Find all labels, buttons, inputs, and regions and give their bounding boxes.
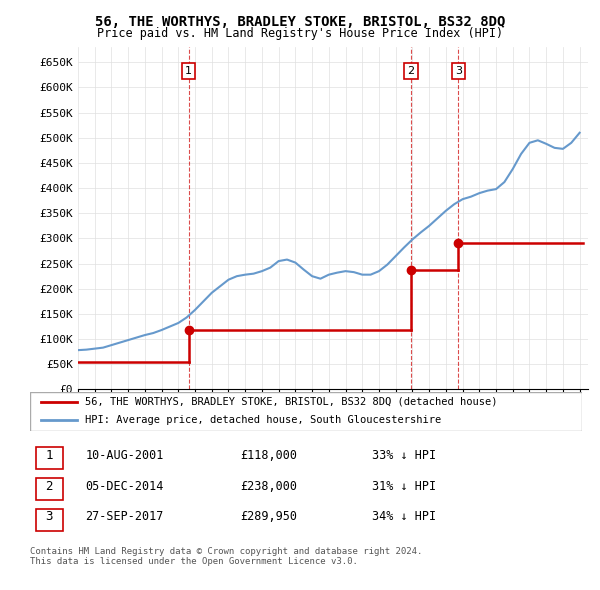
Text: 56, THE WORTHYS, BRADLEY STOKE, BRISTOL, BS32 8DQ: 56, THE WORTHYS, BRADLEY STOKE, BRISTOL,… [95,15,505,29]
Text: Price paid vs. HM Land Registry's House Price Index (HPI): Price paid vs. HM Land Registry's House … [97,27,503,40]
Text: HPI: Average price, detached house, South Gloucestershire: HPI: Average price, detached house, Sout… [85,415,442,425]
Text: £238,000: £238,000 [240,480,297,493]
Text: 1: 1 [185,66,192,76]
Text: 2: 2 [407,66,415,76]
Text: 56, THE WORTHYS, BRADLEY STOKE, BRISTOL, BS32 8DQ (detached house): 56, THE WORTHYS, BRADLEY STOKE, BRISTOL,… [85,397,498,407]
Text: 2: 2 [46,480,53,493]
FancyBboxPatch shape [30,392,582,431]
Text: 31% ↓ HPI: 31% ↓ HPI [372,480,436,493]
FancyBboxPatch shape [35,478,63,500]
FancyBboxPatch shape [35,447,63,470]
Text: 34% ↓ HPI: 34% ↓ HPI [372,510,436,523]
Text: 1: 1 [46,448,53,461]
Text: Contains HM Land Registry data © Crown copyright and database right 2024.
This d: Contains HM Land Registry data © Crown c… [30,547,422,566]
Text: 3: 3 [46,510,53,523]
Text: 33% ↓ HPI: 33% ↓ HPI [372,448,436,461]
Text: 05-DEC-2014: 05-DEC-2014 [85,480,164,493]
Text: £118,000: £118,000 [240,448,297,461]
Text: £289,950: £289,950 [240,510,297,523]
Text: 10-AUG-2001: 10-AUG-2001 [85,448,164,461]
Text: 3: 3 [455,66,462,76]
Text: 27-SEP-2017: 27-SEP-2017 [85,510,164,523]
FancyBboxPatch shape [35,509,63,532]
